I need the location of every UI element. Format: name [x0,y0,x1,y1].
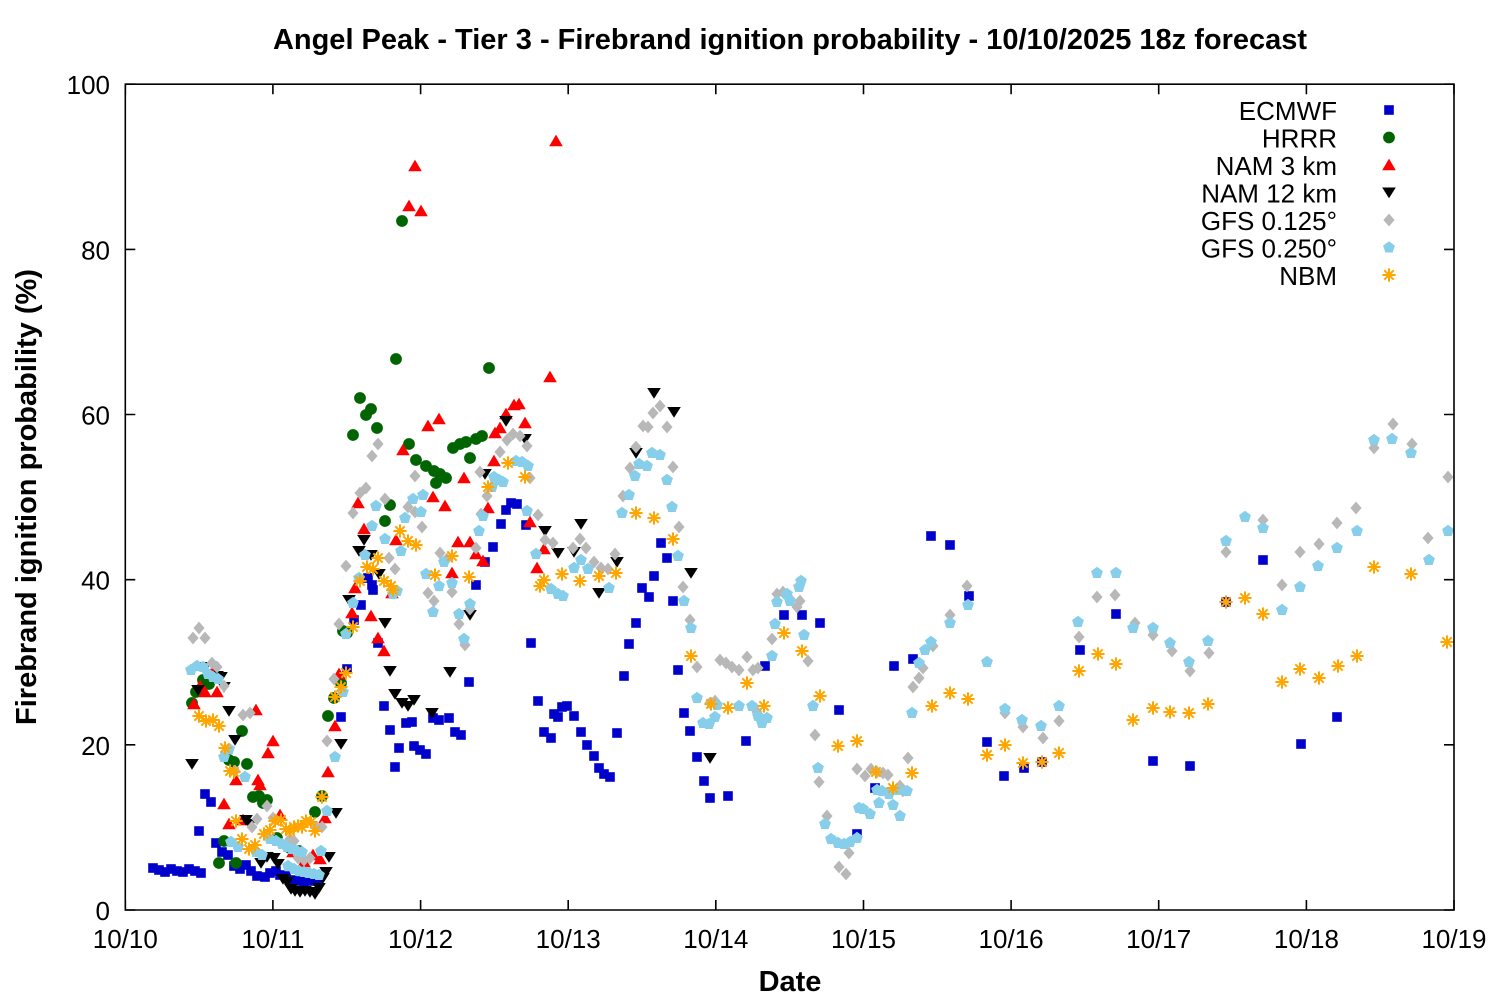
svg-text:10/11: 10/11 [241,924,304,954]
svg-text:Angel Peak - Tier 3 - Firebran: Angel Peak - Tier 3 - Firebrand ignition… [273,24,1307,56]
svg-text:HRRR: HRRR [1262,124,1337,154]
svg-text:NBM: NBM [1279,261,1337,291]
svg-text:10/16: 10/16 [979,924,1044,954]
svg-text:60: 60 [81,401,110,431]
svg-text:10/14: 10/14 [683,924,748,954]
svg-text:10/13: 10/13 [536,924,601,954]
svg-text:ECMWF: ECMWF [1239,96,1337,126]
svg-text:80: 80 [81,235,110,265]
svg-text:10/10: 10/10 [93,924,158,954]
svg-text:NAM 3 km: NAM 3 km [1216,151,1337,181]
svg-text:100: 100 [67,70,110,100]
svg-text:GFS 0.250°: GFS 0.250° [1201,234,1337,264]
svg-text:40: 40 [81,566,110,596]
svg-text:0: 0 [96,896,110,926]
svg-text:GFS 0.125°: GFS 0.125° [1201,206,1337,236]
svg-text:10/18: 10/18 [1274,924,1339,954]
svg-text:10/17: 10/17 [1126,924,1191,954]
svg-text:10/19: 10/19 [1421,924,1486,954]
svg-text:Date: Date [759,966,822,998]
svg-text:Firebrand ignition probability: Firebrand ignition probability (%) [11,269,43,725]
svg-text:NAM 12 km: NAM 12 km [1201,179,1337,209]
svg-text:20: 20 [81,731,110,761]
svg-text:10/15: 10/15 [831,924,896,954]
svg-text:10/12: 10/12 [388,924,453,954]
